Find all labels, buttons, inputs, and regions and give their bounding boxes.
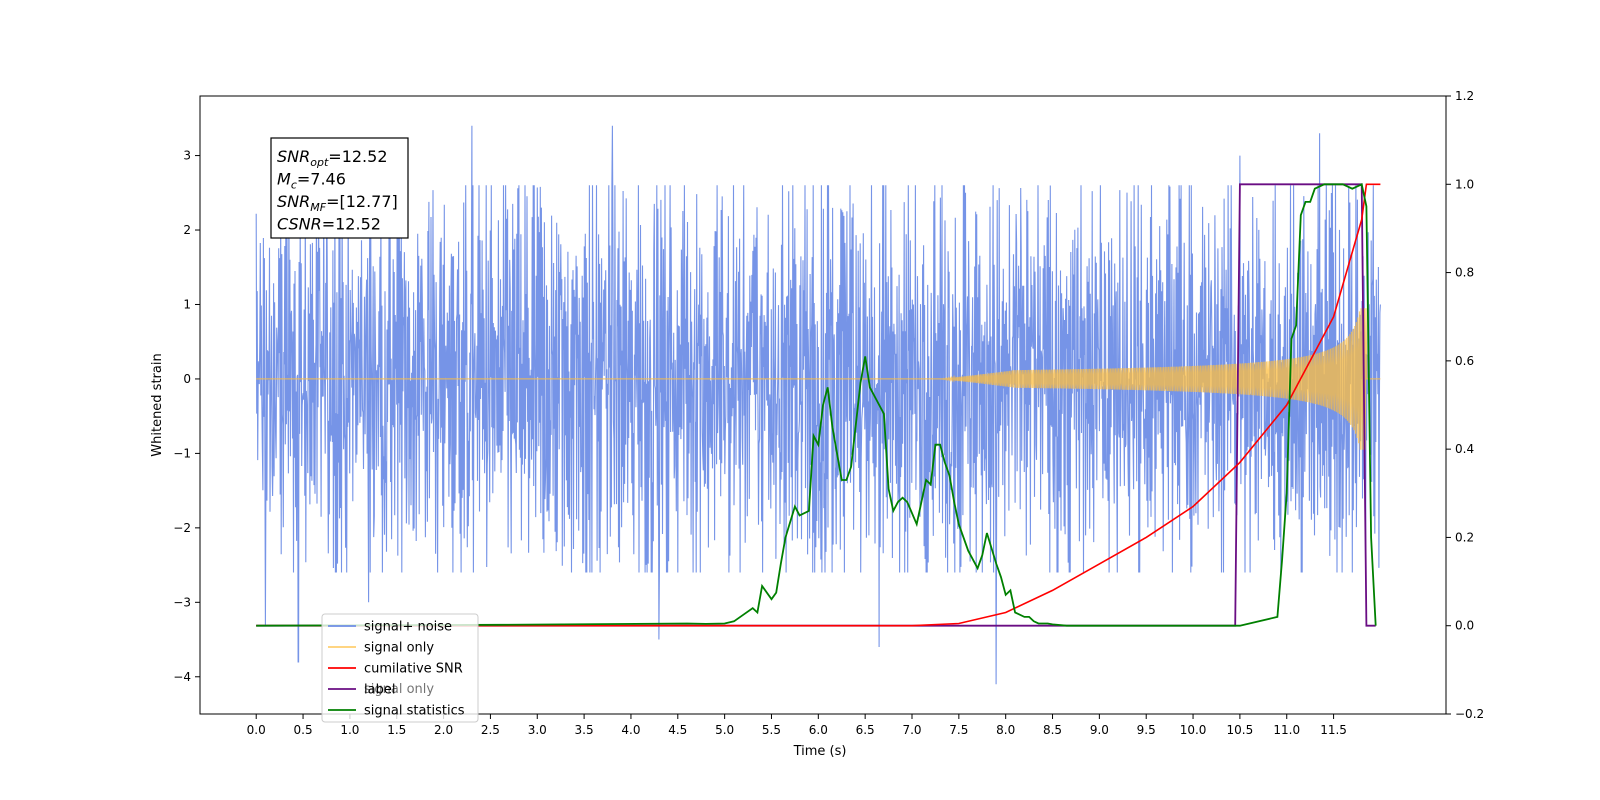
- annotation-frame: [270, 137, 409, 239]
- x-tick-label: 5.0: [715, 723, 734, 737]
- annotation-line: SNRopt=12.52: [277, 147, 388, 169]
- y-tick-label-left: −4: [173, 670, 191, 684]
- x-tick-label: 8.0: [996, 723, 1015, 737]
- series-signal-only: [256, 308, 1381, 450]
- series-cumulative-snr: [256, 183, 1381, 627]
- x-tick-label: 10.0: [1180, 723, 1207, 737]
- annotation-value: =12.52: [322, 215, 381, 234]
- x-tick-label: 7.5: [949, 723, 968, 737]
- y-tick-label-right: 0.4: [1455, 442, 1474, 456]
- legend: signal only signal+ noise signal only cumil…: [321, 613, 479, 723]
- y-tick-label-left: 1: [183, 297, 191, 311]
- legend-label: cumilative SNR: [364, 662, 463, 677]
- annotation-line: SNRMF=[12.77]: [277, 192, 398, 214]
- x-tick-label: 8.5: [1043, 723, 1062, 737]
- x-tick-label: 3.0: [528, 723, 547, 737]
- y-tick-label-right: −0.2: [1455, 707, 1484, 721]
- x-tick-label: 2.0: [434, 723, 453, 737]
- plot-series: [255, 125, 1381, 685]
- x-tick-label: 11.5: [1320, 723, 1347, 737]
- y-axis-left: −4 −3 −2 −1 0 1 2 3: [173, 149, 200, 684]
- annotation-symbol: SNR: [277, 147, 310, 166]
- y-tick-label-right: 1.2: [1455, 89, 1474, 103]
- y-tick-label-right: 0.8: [1455, 266, 1474, 280]
- y-tick-label-left: −3: [173, 595, 191, 609]
- annotation-symbol: SNR: [277, 192, 310, 211]
- x-axis: 0.0 0.5 1.0 1.5 2.0 2.5 3.0 3.5 4.0 4.5 5.0 5.5 6.0 6…: [247, 714, 1347, 737]
- y-axis-title: Whitened strain: [150, 353, 165, 456]
- y-tick-label-left: −1: [173, 446, 191, 460]
- y-tick-label-right: 0.6: [1455, 354, 1474, 368]
- series-signal-noise: [255, 125, 1381, 685]
- plot-frame: [199, 95, 1447, 715]
- x-tick-label: 9.5: [1137, 723, 1156, 737]
- annotation-value: =[12.77]: [326, 192, 398, 211]
- y-axis-right: −0.2 0.0 0.2 0.4 0.6 0.8 1.0 1.2: [1446, 89, 1484, 721]
- annotation-line: Mc=7.46: [277, 170, 346, 192]
- y-tick-label-right: 1.0: [1455, 177, 1474, 191]
- annotation-box: SNRopt=12.52Mc=7.46SNRMF=[12.77]CSNR=12.…: [270, 137, 409, 239]
- x-tick-label: 2.5: [481, 723, 500, 737]
- x-tick-label: 10.5: [1227, 723, 1254, 737]
- x-tick-label: 6.0: [809, 723, 828, 737]
- x-tick-label: 1.5: [387, 723, 406, 737]
- legend-label: signal only: [364, 641, 434, 656]
- x-tick-label: 9.0: [1090, 723, 1109, 737]
- annotation-symbol: M: [277, 170, 291, 189]
- y-tick-label-left: 2: [183, 223, 191, 237]
- x-axis-title: Time (s): [793, 744, 847, 759]
- y-tick-label-right: 0.0: [1455, 619, 1474, 633]
- y-tick-label-left: 0: [183, 372, 191, 386]
- annotation-value: =12.52: [328, 147, 387, 166]
- x-tick-label: 0.5: [294, 723, 313, 737]
- x-tick-label: 6.5: [856, 723, 875, 737]
- x-tick-label: 5.5: [762, 723, 781, 737]
- legend-label: label: [364, 683, 395, 698]
- annotation-line: CSNR=12.52: [277, 215, 381, 234]
- x-tick-label: 7.0: [902, 723, 921, 737]
- legend-ghost-text: signal only: [364, 682, 434, 697]
- annotation-subscript: opt: [310, 156, 329, 169]
- legend-label: signal+ noise: [364, 620, 452, 635]
- x-tick-label: 1.0: [340, 723, 359, 737]
- x-tick-label: 0.0: [247, 723, 266, 737]
- x-tick-label: 11.0: [1273, 723, 1300, 737]
- series-signal-statistics: [256, 183, 1377, 627]
- y-tick-label-right: 0.2: [1455, 530, 1474, 544]
- annotation-subscript: c: [291, 179, 297, 192]
- legend-label: signal statistics: [364, 704, 465, 719]
- x-tick-label: 4.5: [668, 723, 687, 737]
- x-tick-label: 4.0: [621, 723, 640, 737]
- annotation-symbol: CSNR: [277, 215, 322, 234]
- annotation-value: =7.46: [297, 170, 346, 189]
- annotation-subscript: MF: [310, 201, 326, 214]
- y-tick-label-left: −2: [173, 521, 191, 535]
- y-tick-label-left: 3: [183, 149, 191, 163]
- legend-frame: [321, 613, 479, 723]
- x-tick-label: 3.5: [575, 723, 594, 737]
